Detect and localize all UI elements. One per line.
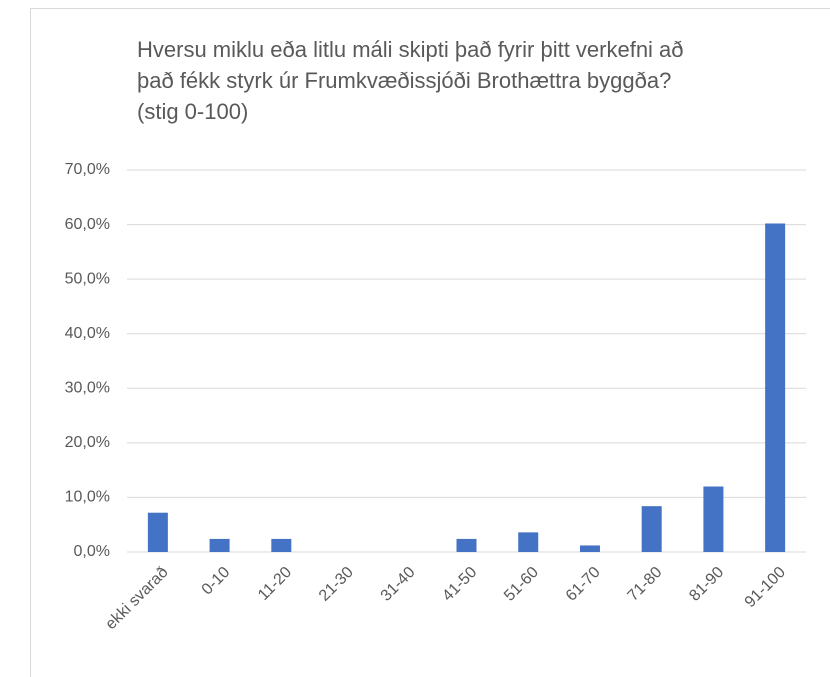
x-tick-label: 11-20 — [255, 564, 295, 604]
y-tick-label: 70,0% — [65, 161, 110, 178]
y-tick-label: 40,0% — [65, 325, 110, 342]
bar — [209, 538, 230, 552]
y-tick-label: 30,0% — [65, 380, 110, 397]
chart-frame — [30, 8, 830, 677]
y-tick-label: 10,0% — [65, 489, 110, 506]
y-tick-label: 0,0% — [74, 543, 110, 560]
x-tick-label: 81-90 — [686, 564, 727, 605]
x-tick-label: 31-40 — [378, 564, 419, 605]
bar — [271, 538, 292, 552]
bar — [641, 506, 662, 552]
y-tick-label: 20,0% — [65, 434, 110, 451]
bar — [518, 532, 539, 552]
x-tick-label: 21-30 — [316, 564, 357, 605]
x-tick-label: 71-80 — [625, 564, 666, 605]
x-tick-label: ekki svarað — [102, 564, 171, 633]
bar — [765, 223, 786, 553]
x-tick-label: 51-60 — [501, 564, 542, 605]
bar — [456, 538, 477, 552]
bar — [579, 545, 600, 552]
x-tick-label: 91-100 — [742, 564, 789, 611]
y-tick-label: 50,0% — [65, 270, 110, 287]
bar — [703, 486, 724, 552]
x-tick-label: 61-70 — [563, 564, 604, 605]
x-tick-label: 0-10 — [199, 564, 234, 599]
chart-title: Hversu miklu eða litlu máli skipti það f… — [137, 37, 684, 124]
bar — [147, 512, 168, 552]
x-tick-label: 41-50 — [439, 564, 480, 605]
y-tick-label: 60,0% — [65, 216, 110, 233]
